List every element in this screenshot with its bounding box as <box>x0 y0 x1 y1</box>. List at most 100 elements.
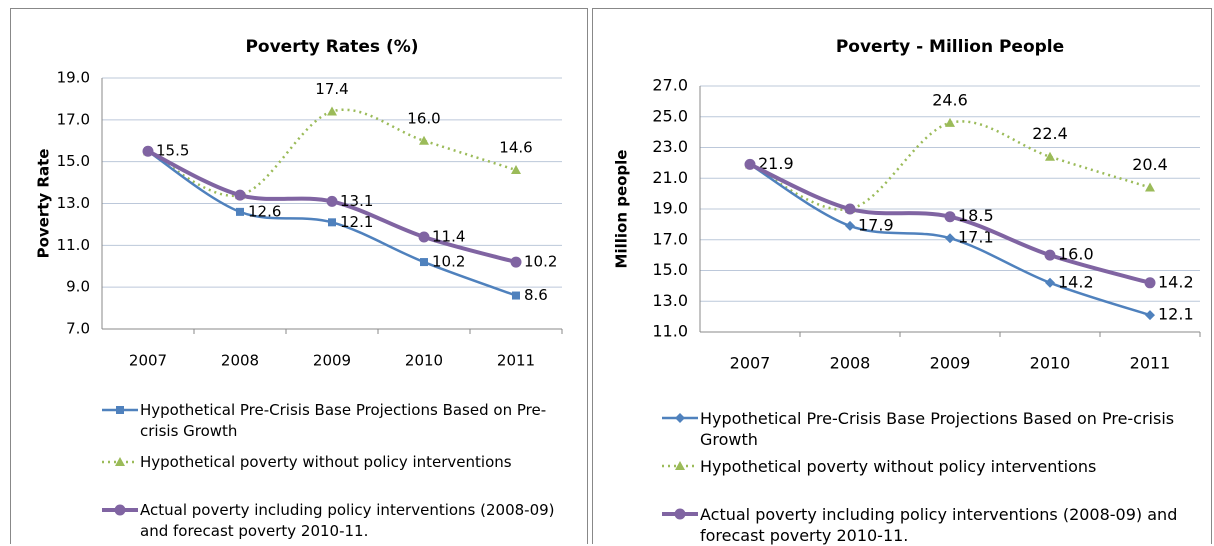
panel-border <box>592 8 1212 544</box>
y-tick-label: 17.0 <box>57 110 90 128</box>
data-label: 10.2 <box>432 253 465 271</box>
legend-swatch <box>102 457 138 466</box>
y-tick-label: 19.0 <box>652 199 688 218</box>
legend-label: Hypothetical Pre-Crisis Base Projections… <box>140 401 547 440</box>
y-tick-label: 25.0 <box>652 106 688 125</box>
x-tick-label: 2010 <box>1030 354 1071 373</box>
data-label: 14.2 <box>1058 272 1094 291</box>
data-label: 18.5 <box>958 206 994 225</box>
x-tick-label: 2007 <box>129 352 167 370</box>
data-label: 8.6 <box>524 286 548 304</box>
marker <box>236 207 244 216</box>
marker <box>1145 182 1155 192</box>
data-label: 14.6 <box>499 139 532 157</box>
y-tick-label: 15.0 <box>57 152 90 170</box>
series-line <box>749 120 1151 211</box>
data-label: 17.1 <box>958 228 994 247</box>
data-label: 21.9 <box>758 154 794 173</box>
legend-label: Actual poverty including policy interven… <box>700 505 1178 545</box>
legend-swatch <box>102 504 138 516</box>
data-label: 16.0 <box>1058 245 1094 264</box>
legend-marker <box>115 457 125 466</box>
data-label: 13.1 <box>340 192 373 210</box>
legend-marker <box>674 508 686 520</box>
legend-swatch <box>662 413 698 423</box>
data-label: 12.1 <box>1158 305 1194 324</box>
data-label: 20.4 <box>1132 155 1168 174</box>
marker <box>142 145 154 157</box>
x-tick-label: 2011 <box>1130 354 1171 373</box>
marker <box>327 106 337 116</box>
legend-marker <box>116 406 124 414</box>
series-line <box>147 108 517 198</box>
marker <box>1045 277 1055 288</box>
legend-label: Hypothetical poverty without policy inte… <box>700 457 1097 476</box>
data-label: 11.4 <box>432 227 465 245</box>
panel-border <box>10 8 588 544</box>
x-tick-label: 2008 <box>221 352 259 370</box>
marker <box>744 158 756 170</box>
legend-marker <box>675 413 685 423</box>
legend-swatch <box>102 406 138 414</box>
x-tick-label: 2011 <box>497 352 535 370</box>
data-label: 12.6 <box>248 202 281 220</box>
data-label: 15.5 <box>156 142 189 160</box>
legend-label: Hypothetical poverty without policy inte… <box>140 453 512 471</box>
data-label: 14.2 <box>1158 272 1194 291</box>
legend-entry: Hypothetical Pre-Crisis Base Projections… <box>660 408 1210 450</box>
data-label: 24.6 <box>932 90 968 109</box>
marker <box>1145 310 1155 321</box>
legend-label: Actual poverty including policy interven… <box>140 501 555 540</box>
marker <box>512 291 520 300</box>
x-tick-label: 2010 <box>405 352 443 370</box>
x-tick-label: 2009 <box>313 352 351 370</box>
data-label: 12.1 <box>340 213 373 231</box>
chart-title: Poverty Rates (%) <box>245 37 418 57</box>
y-tick-label: 11.0 <box>652 322 688 341</box>
x-tick-label: 2007 <box>730 354 771 373</box>
legend-entry: Actual poverty including policy interven… <box>100 500 560 542</box>
y-axis-label: Million people <box>613 150 631 269</box>
data-label: 16.0 <box>407 109 440 127</box>
y-tick-label: 7.0 <box>66 320 90 338</box>
line-chart: Poverty Rates (%) Poverty Rate 7.0 9.0 11.0 1… <box>35 37 563 370</box>
data-label: 17.4 <box>315 80 348 98</box>
marker <box>328 218 336 227</box>
y-tick-label: 9.0 <box>66 278 90 296</box>
legend-marker <box>114 504 126 516</box>
legend-entry: Hypothetical poverty without policy inte… <box>100 452 512 473</box>
legend-marker <box>675 461 685 470</box>
marker <box>420 258 428 267</box>
marker <box>419 135 429 145</box>
y-tick-label: 19.0 <box>57 69 90 87</box>
marker <box>1144 277 1156 289</box>
x-tick-label: 2008 <box>830 354 871 373</box>
marker <box>845 220 855 231</box>
marker <box>326 195 338 207</box>
y-axis-label: Poverty Rate <box>35 149 53 259</box>
y-tick-label: 13.0 <box>652 291 688 310</box>
marker <box>1045 151 1055 161</box>
legend-swatch <box>662 461 698 470</box>
marker <box>945 117 955 127</box>
marker <box>234 189 246 201</box>
y-tick-label: 23.0 <box>652 137 688 156</box>
y-tick-label: 27.0 <box>652 76 688 95</box>
data-label: 10.2 <box>524 253 557 271</box>
legend-entry: Hypothetical Pre-Crisis Base Projections… <box>100 400 560 442</box>
legend-swatch <box>662 508 698 520</box>
y-tick-label: 15.0 <box>652 260 688 279</box>
y-tick-label: 17.0 <box>652 229 688 248</box>
marker <box>844 203 856 215</box>
y-tick-label: 13.0 <box>57 194 90 212</box>
legend-label: Hypothetical Pre-Crisis Base Projections… <box>700 409 1175 449</box>
marker <box>510 256 522 268</box>
marker <box>1044 249 1056 261</box>
legend-entry: Hypothetical poverty without policy inte… <box>660 456 1096 477</box>
chart-title: Poverty - Million People <box>836 37 1064 57</box>
legend-entry: Actual poverty including policy interven… <box>660 504 1210 546</box>
data-label: 17.9 <box>858 215 894 234</box>
marker <box>511 165 521 175</box>
